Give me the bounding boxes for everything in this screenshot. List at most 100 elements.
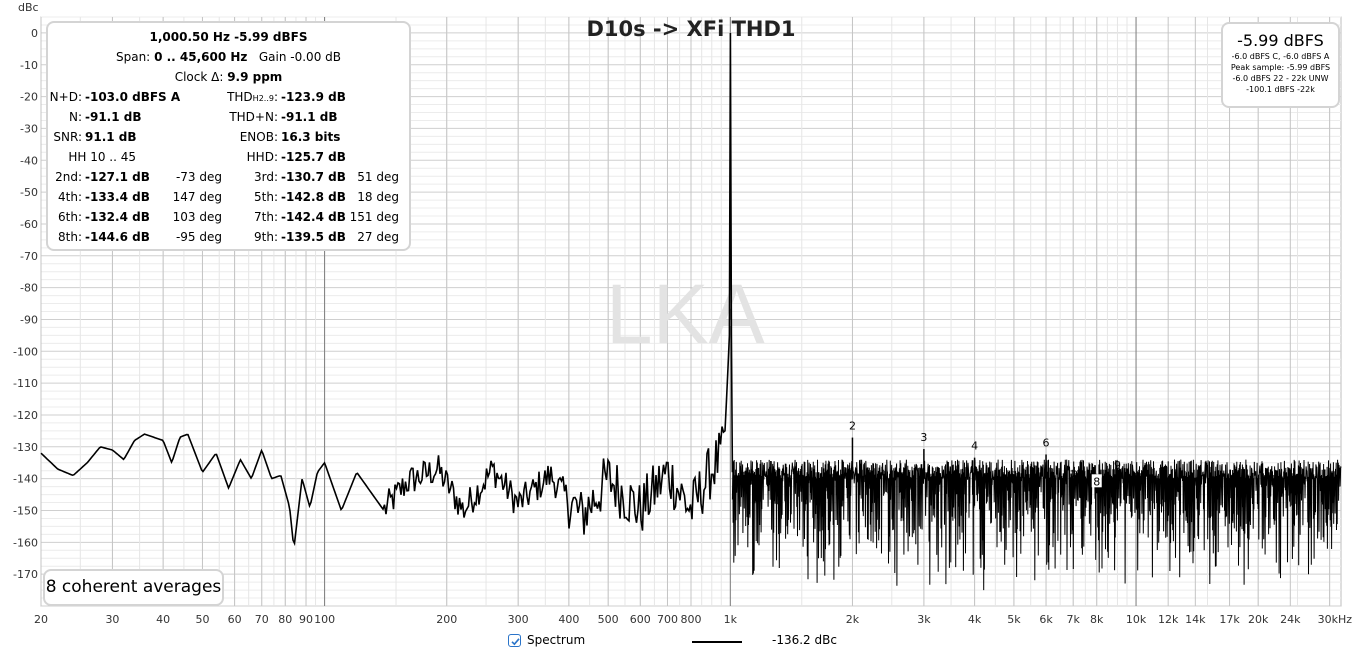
x-tick-label: 30kHz [1318,613,1353,626]
harmonic-marker-label: 3 [920,431,927,444]
harmonic-4-phase: 147 deg [172,190,222,204]
level-band-residual: -100.1 dBFS -22k [1246,85,1315,94]
x-tick-label: 5k [1007,613,1021,626]
harmonic-5-value: -142.8 dB [281,190,346,204]
x-tick-label: 7k [1067,613,1081,626]
x-tick-label: 500 [598,613,619,626]
harmonic-2-phase: -73 deg [175,170,222,184]
nd-value: -103.0 dBFS A [85,90,181,104]
x-tick-label: 20 [34,613,48,626]
x-tick-label: 1k [724,613,738,626]
x-tick-label: 400 [558,613,579,626]
x-tick-label: 80 [278,613,292,626]
x-tick-label: 2k [846,613,860,626]
y-tick-label: -170 [13,568,38,581]
y-tick-label: -10 [20,59,38,72]
watermark-text: LKA [606,267,765,361]
gain-value: -0.00 dB [290,50,341,64]
harmonic-marker-label: 8 [1093,475,1100,488]
harmonic-5-label: 5th: [254,190,278,204]
y-tick-label: -60 [20,218,38,231]
clock-value: 9.9 ppm [227,70,283,84]
x-tick-label: 800 [681,613,702,626]
spectrum-checkbox[interactable] [508,634,521,647]
x-tick-label: 100 [314,613,335,626]
harmonic-4-label: 4th: [58,190,82,204]
span-gain-row: Span: 0 .. 45,600 Hz Gain -0.00 dB [48,50,409,64]
x-tick-label: 4k [968,613,982,626]
harmonic-6-label: 6th: [58,210,82,224]
hhd-value: -125.7 dB [281,150,346,164]
clock-row: Clock Δ: 9.9 ppm [48,70,409,84]
y-tick-label: -120 [13,409,38,422]
harmonic-marker-label: 4 [971,440,978,453]
x-tick-label: 600 [630,613,651,626]
level-readout-panel: -5.99 dBFS -6.0 dBFS C, -6.0 dBFS A Peak… [1221,22,1340,108]
level-peak-sample: Peak sample: -5.99 dBFS [1230,63,1331,72]
harmonic-3-value: -130.7 dB [281,170,346,184]
x-tick-label: 3k [917,613,931,626]
harmonic-7-phase: 151 deg [349,210,399,224]
span-label: Span: [115,50,151,64]
harmonic-6-phase: 103 deg [172,210,222,224]
spectrum-trace-high [731,459,1342,591]
x-tick-label: 300 [508,613,529,626]
y-tick-label: -80 [20,282,38,295]
y-tick-label: -140 [13,473,38,486]
thd-label-text: THD [227,90,253,104]
harmonic-marker-label: 6 [1043,436,1050,449]
y-tick-label: -40 [20,154,38,167]
harmonic-marker-label: 9 [1114,459,1121,472]
harmonic-9-value: -139.5 dB [281,230,346,244]
x-tick-label: 20k [1248,613,1269,626]
harmonic-3-phase: 51 deg [357,170,399,184]
n-value: -91.1 dB [85,110,142,124]
clock-label: Clock Δ: [174,70,224,84]
thdn-value: -91.1 dB [281,110,338,124]
x-tick-label: 200 [436,613,457,626]
harmonic-6-value: -132.4 dB [85,210,150,224]
measurement-stats-panel: 1,000.50 Hz -5.99 dBFS Span: 0 .. 45,600… [46,21,411,251]
harmonic-label-box [1091,474,1102,488]
legend-line-swatch [692,641,742,643]
hh-label: HH 10 .. 45 [68,150,136,164]
harmonic-3-label: 3rd: [253,170,278,184]
x-tick-label: 24k [1280,613,1301,626]
gain-label: Gain [258,50,287,64]
x-tick-label: 50 [195,613,209,626]
harmonic-marker-label: 5 [1010,470,1017,483]
harmonic-7-label: 7th: [254,210,278,224]
x-tick-label: 60 [228,613,242,626]
y-tick-label: -30 [20,122,38,135]
harmonic-marker-label: 7 [1070,468,1077,481]
x-tick-label: 70 [255,613,269,626]
harmonic-9-label: 9th: [254,230,278,244]
thd-value: -123.9 dB [281,90,346,104]
thdn-label: THD+N: [229,110,278,124]
y-axis-label: dBc [18,1,39,14]
chart-title: D10s -> XFi THD1 [586,17,795,41]
snr-label: SNR: [53,130,82,144]
x-tick-label: 40 [156,613,170,626]
harmonic-7-value: -142.4 dB [281,210,346,224]
averages-label: 8 coherent averages [45,577,222,597]
spectrum-trace-low [40,32,734,547]
x-tick-label: 700 [657,613,678,626]
harmonic-8-phase: -95 deg [175,230,222,244]
y-tick-label: -20 [20,91,38,104]
harmonic-5-phase: 18 deg [357,190,399,204]
harmonic-8-label: 8th: [58,230,82,244]
y-tick-label: -90 [20,313,38,326]
x-tick-label: 90 [299,613,313,626]
y-tick-label: 0 [31,27,38,40]
legend-series-label[interactable]: Spectrum [527,633,586,647]
level-main: -5.99 dBFS [1237,31,1324,50]
span-value: 0 .. 45,600 Hz [154,50,248,64]
harmonic-4-value: -133.4 dB [85,190,150,204]
x-tick-label: 8k [1090,613,1104,626]
harmonic-marker-label: 2 [849,420,856,433]
enob-value: 16.3 bits [281,130,341,144]
legend-value: -136.2 dBc [772,633,837,647]
averages-panel: 8 coherent averages [43,569,224,606]
